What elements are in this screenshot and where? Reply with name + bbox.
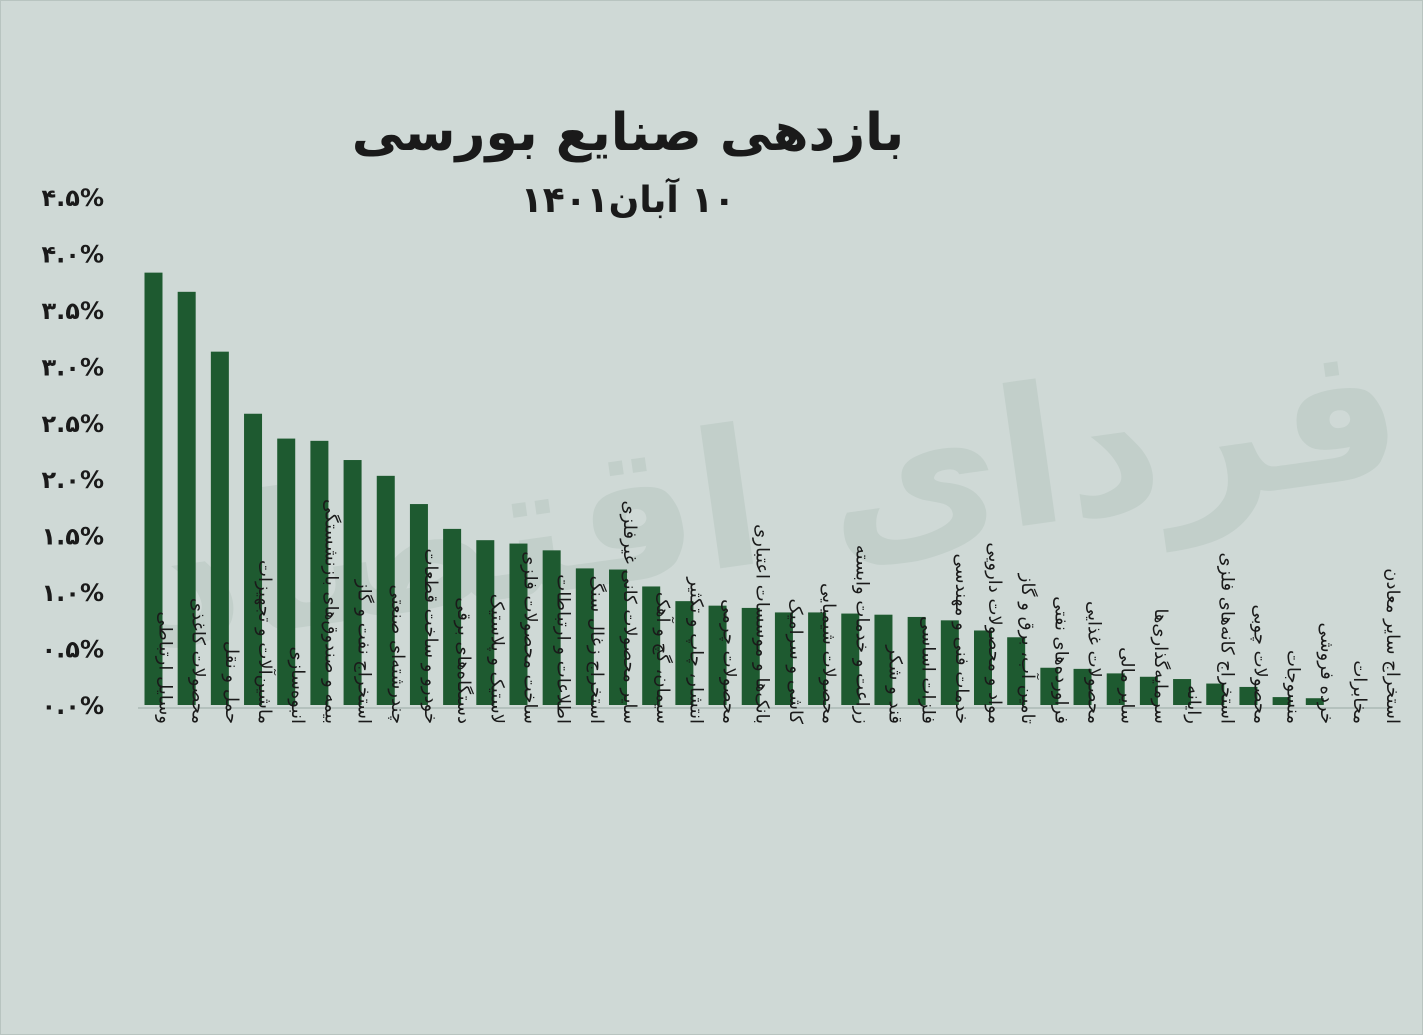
- y-tick-label: ۳.۵%: [42, 297, 104, 325]
- chart-title: بازدهی صنایع بورسی: [352, 103, 904, 163]
- bar: [841, 613, 860, 705]
- bar: [1173, 679, 1192, 705]
- bars-group: [144, 272, 1324, 705]
- bar: [144, 272, 163, 705]
- chart-subtitle: ۱۰ آبان۱۴۰۱: [521, 177, 735, 221]
- x-tick-label: اطلاعات و ارتباطات: [553, 574, 574, 724]
- bar: [476, 540, 495, 705]
- x-tick-label: زراعت و خدمات وابسته: [851, 545, 872, 724]
- bar: [409, 504, 428, 705]
- y-tick-label: ۱.۰%: [42, 579, 104, 607]
- x-tick-label: وسایل ارتباطی: [155, 611, 176, 724]
- x-tick-label: سایر مالی: [1117, 647, 1138, 724]
- bar: [542, 550, 561, 705]
- bar: [177, 291, 196, 705]
- y-tick-label: ۴.۵%: [42, 184, 104, 212]
- x-tick-label: محصولات چرمی: [719, 599, 740, 724]
- x-tick-label: خودرو و ساخت قطعات: [420, 548, 441, 724]
- y-tick-label: ۰.۰%: [42, 692, 104, 720]
- bar: [1206, 683, 1225, 705]
- x-tick-label: قند و شکر: [884, 644, 905, 724]
- x-tick-label: انبوه‌سازی: [287, 646, 308, 724]
- x-tick-label: کاشی و سرامیک: [785, 599, 806, 725]
- y-tick-label: ۱.۵%: [42, 523, 104, 551]
- bar: [974, 630, 992, 705]
- x-tick-label: مخابرات: [1349, 660, 1370, 724]
- bar: [376, 475, 395, 705]
- y-tick-label: ۲.۵%: [42, 410, 104, 438]
- x-tick-label: ماشین‌آلات و تجهیزات: [254, 560, 277, 724]
- bar: [907, 616, 926, 705]
- bar: [874, 614, 893, 705]
- x-tick-label: استخراج زغال سنگ: [586, 576, 608, 724]
- x-tick-label: محصولات غذایی: [1084, 601, 1105, 724]
- x-tick-label: بانک‌ها و موسسات اعتباری: [752, 524, 773, 724]
- y-tick-label: ۳.۰%: [42, 353, 104, 381]
- x-tick-label: دستگاه‌های برقی: [453, 597, 475, 724]
- x-tick-label: حمل و نقل: [221, 641, 242, 724]
- bar: [1239, 686, 1258, 705]
- x-tick-label: استخراج نفت و گاز: [354, 579, 376, 724]
- x-tick-label: محصولات چوبی: [1249, 604, 1270, 724]
- bar: [675, 601, 694, 705]
- bar: [443, 528, 462, 705]
- x-axis-labels: وسایل ارتباطی محصولات کاغذی حمل و نقل ماشین…: [155, 499, 1404, 724]
- x-tick-label: بیمه و صندوق‌های بازنشستگی: [320, 499, 342, 724]
- bar: [940, 620, 959, 705]
- bar: [1139, 676, 1158, 705]
- bar: [575, 568, 594, 705]
- bar: [210, 351, 229, 705]
- x-tick-label: تامین آب، برق و گاز: [1017, 573, 1040, 724]
- x-tick-label: فراورده‌های نفتی: [1050, 596, 1071, 724]
- bar: [1007, 637, 1026, 705]
- x-tick-label: خرده فروشی: [1316, 622, 1337, 724]
- bar: [509, 543, 528, 705]
- x-tick-label: استخراج سایر معادن: [1382, 568, 1403, 724]
- bar: [741, 607, 760, 705]
- bar: [708, 605, 727, 705]
- x-tick-label: سرمایه‌گذاری‌ها: [1150, 608, 1172, 724]
- bar: [1073, 668, 1092, 705]
- bar: [277, 438, 296, 705]
- y-tick-label: ۲.۰%: [42, 466, 104, 494]
- bar: [343, 460, 362, 705]
- bar: [1040, 667, 1059, 705]
- y-tick-label: ۰.۵%: [42, 636, 104, 664]
- x-tick-label: ساخت محصولات فلزی: [519, 551, 540, 724]
- bar: [244, 413, 263, 705]
- bar: [1305, 698, 1324, 705]
- bar: [774, 612, 793, 705]
- bar: [609, 569, 628, 705]
- x-tick-label: محصولات کاغذی: [188, 598, 209, 724]
- bar: [1106, 673, 1125, 705]
- x-tick-label: چندرشته‌ای صنعتی: [387, 584, 408, 724]
- x-tick-label: رایانه: [1183, 685, 1204, 724]
- x-tick-label: سیمان، گچ و آهک: [652, 592, 675, 724]
- x-tick-label: لاستیک و پلاستیک: [486, 594, 507, 724]
- y-axis: ۰.۰% ۰.۵% ۱.۰% ۱.۵% ۲.۰% ۲.۵% ۳.۰% ۳.۵% ۴.۰% ۴.۵%: [42, 184, 104, 720]
- x-tick-label: انتشار، چاپ و تکثیر: [685, 576, 706, 724]
- bar: [310, 440, 329, 705]
- x-tick-label: خدمات فنی و مهندسی: [951, 554, 972, 724]
- x-tick-label: محصولات شیمیایی: [818, 583, 839, 724]
- bar: [1272, 697, 1291, 705]
- x-tick-label: سایر محصولات کانی غیرفلزی: [619, 501, 640, 724]
- x-tick-label: مواد و محصولات دارویی: [984, 542, 1005, 724]
- x-tick-label: فلزات اساسی: [918, 616, 939, 724]
- y-tick-label: ۴.۰%: [42, 240, 104, 268]
- x-tick-label: استخراج کانه‌های فلزی: [1216, 553, 1237, 725]
- x-tick-label: منسوجات: [1283, 650, 1304, 724]
- bar: [642, 586, 661, 705]
- bar: [808, 612, 827, 705]
